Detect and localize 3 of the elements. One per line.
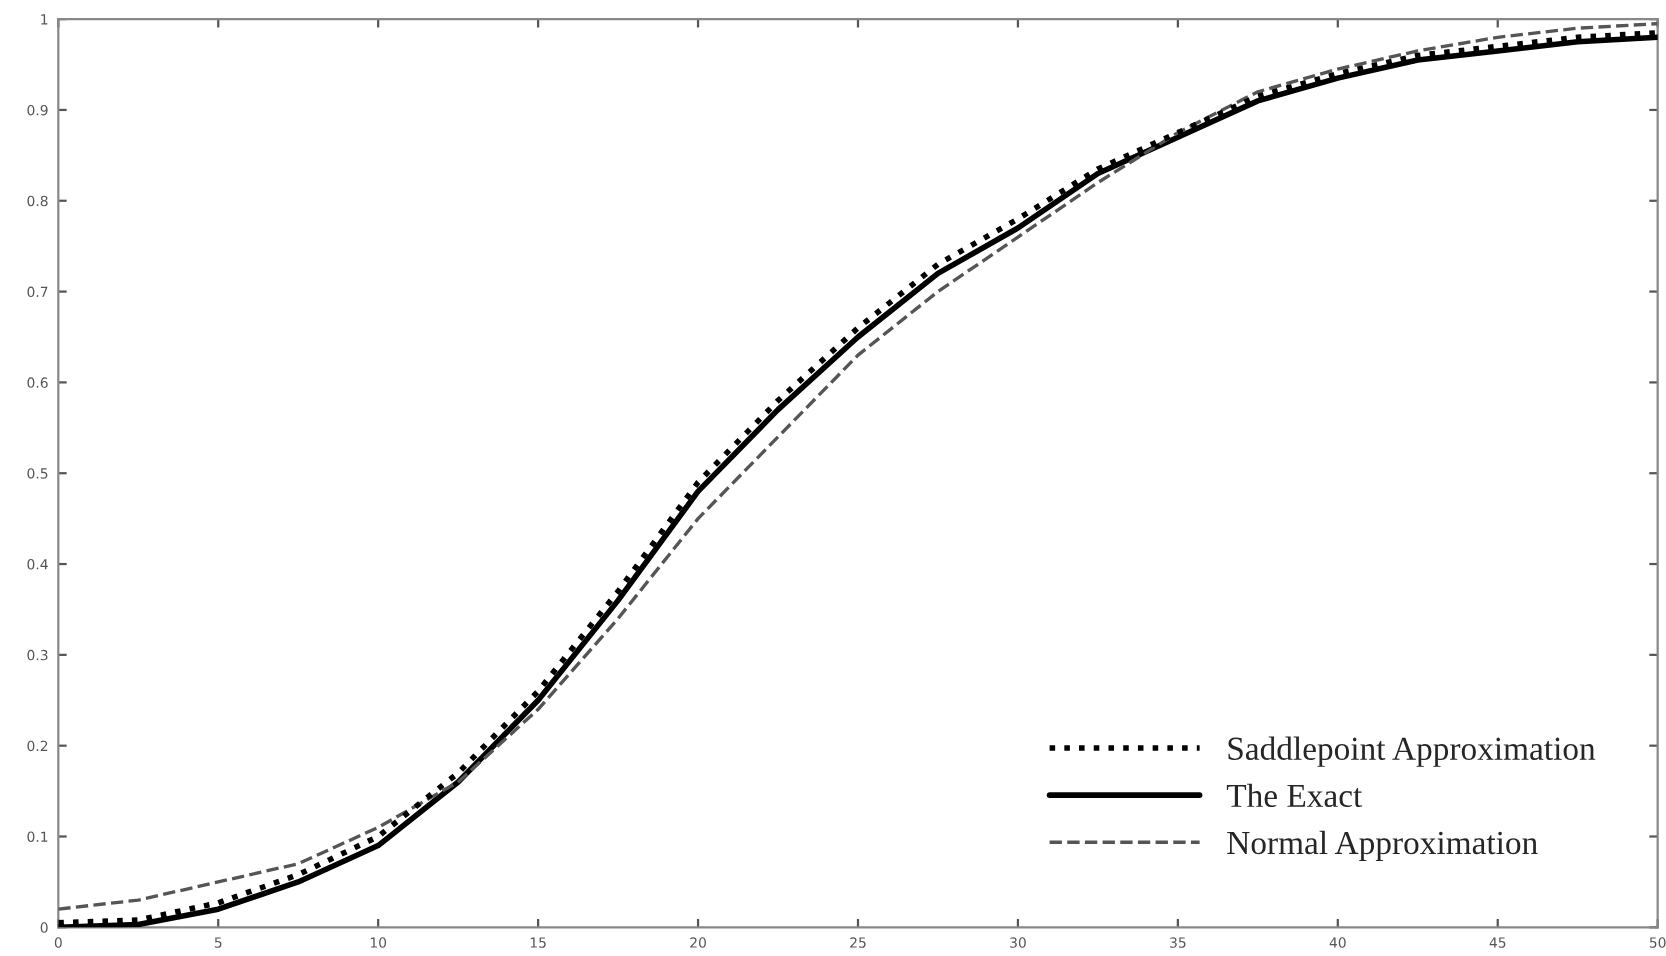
- legend-label: Saddlepoint Approximation: [1228, 736, 1596, 767]
- legend-label: Normal Approximation: [1227, 830, 1538, 861]
- legend-label: The Exact: [1226, 783, 1363, 808]
